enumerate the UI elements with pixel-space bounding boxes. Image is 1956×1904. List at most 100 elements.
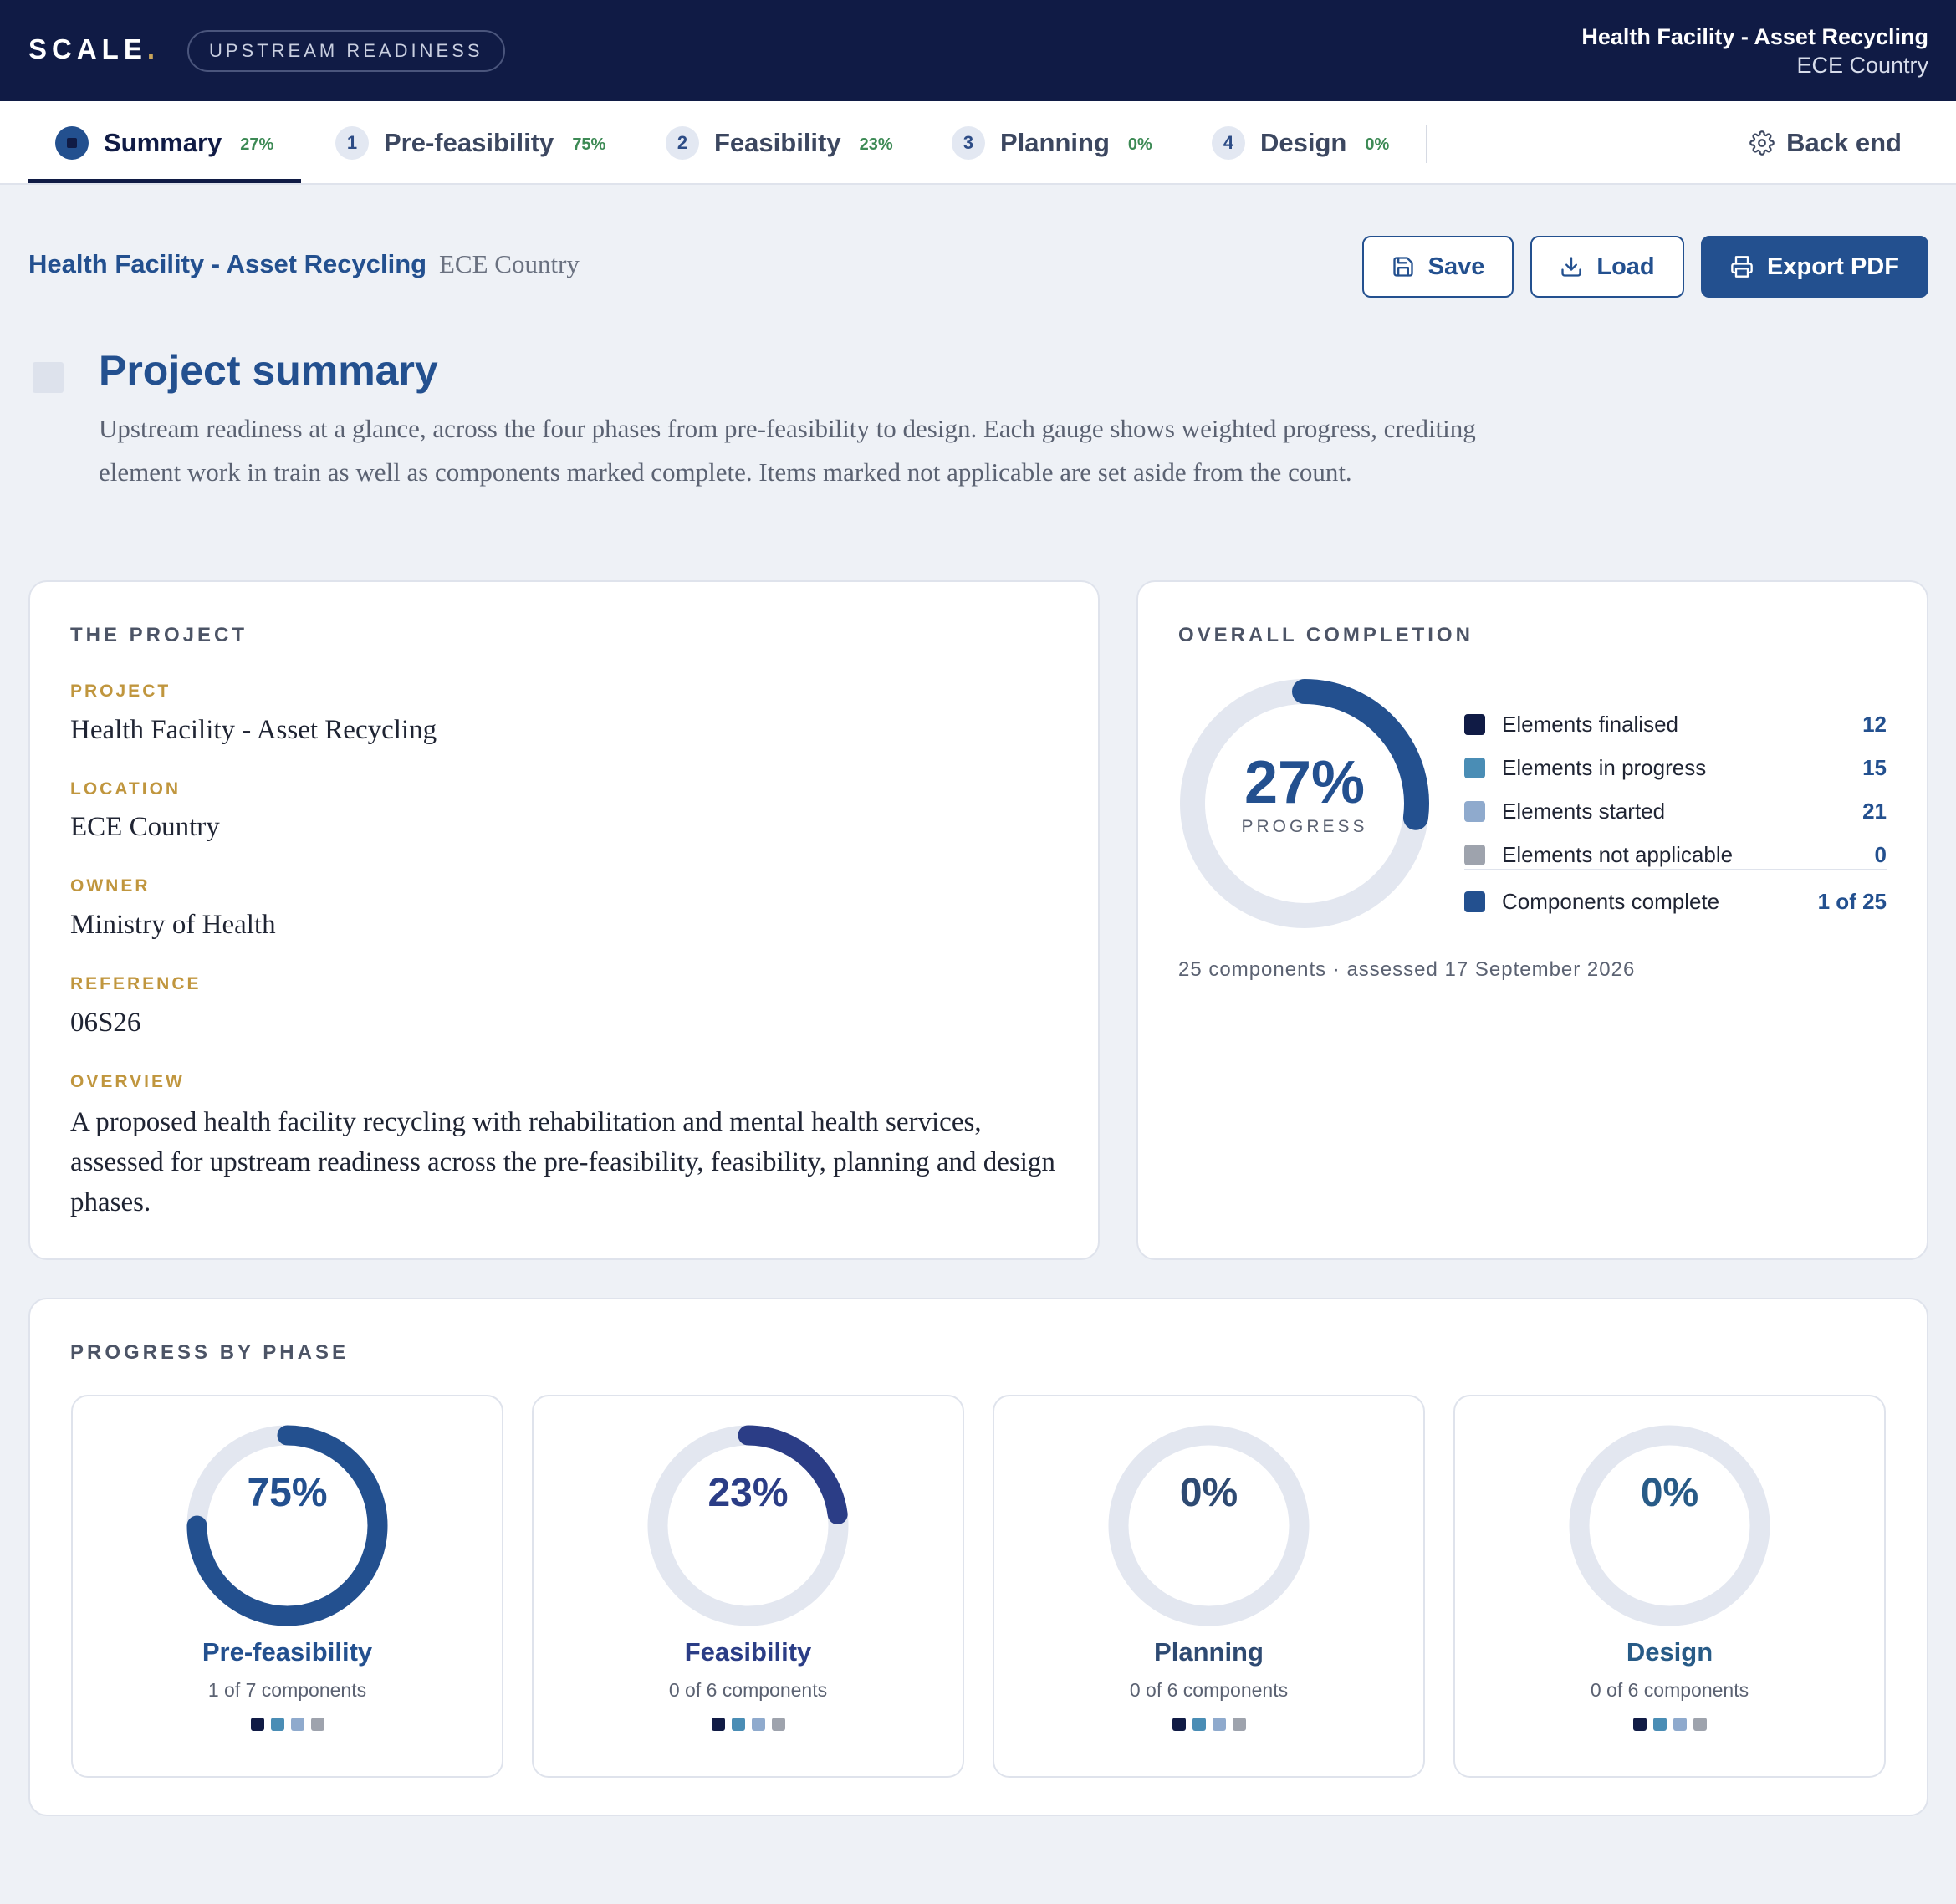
phase-progress-ring (1569, 1425, 1770, 1626)
download-icon (1561, 257, 1582, 277)
tab-feasibility[interactable]: 2 Feasibility 23% (666, 101, 893, 185)
save-button[interactable]: Save (1362, 236, 1514, 298)
status-dot (1212, 1718, 1226, 1731)
field-value-reference: 06S26 (70, 1008, 141, 1038)
phase-progress-ring (647, 1425, 849, 1626)
phase-component-count: 1 of 7 components (207, 1679, 367, 1701)
status-dot (1652, 1718, 1667, 1731)
field-value-overview: A proposed health facility recycling wit… (70, 1107, 1055, 1217)
legend-swatch (1464, 713, 1485, 735)
status-dot (751, 1718, 765, 1731)
progress-label: PROGRESS (1241, 817, 1368, 836)
assessment-footnote: 25 components · assessed 17 September 20… (1178, 958, 1636, 981)
legend-label: Elements in progress (1502, 754, 1707, 780)
page-description: Upstream readiness at a glance, across t… (99, 414, 1476, 487)
logo[interactable]: SCALE. (28, 33, 156, 64)
phase-percent: 23% (707, 1471, 789, 1515)
legend-label: Components complete (1502, 888, 1720, 914)
status-dot (310, 1718, 324, 1731)
status-dot (711, 1718, 725, 1731)
phase-component-count: 0 of 6 components (1590, 1679, 1749, 1701)
phase-name: Planning (1154, 1637, 1264, 1667)
status-dot (1192, 1718, 1206, 1731)
card-title: OVERALL COMPLETION (1178, 624, 1473, 646)
field-label-reference: REFERENCE (70, 974, 202, 993)
printer-icon (1731, 256, 1753, 278)
phase-progress-ring (186, 1425, 388, 1626)
summary-icon (55, 126, 89, 160)
overall-percent: 27% (1244, 749, 1366, 816)
save-icon (1392, 257, 1413, 277)
status-dots (534, 1718, 963, 1731)
field-value-project: Health Facility - Asset Recycling (70, 715, 437, 745)
phase-progress-ring (1108, 1425, 1310, 1626)
back-end-link[interactable]: Back end (1749, 101, 1902, 185)
field-label-location: LOCATION (70, 779, 181, 799)
card-title: PROGRESS BY PHASE (70, 1341, 349, 1364)
status-dots (994, 1718, 1423, 1731)
ring-progress-arc (738, 1425, 848, 1524)
step-number: 4 (1212, 126, 1245, 160)
status-dot (1232, 1718, 1246, 1731)
tab-percent: 75% (572, 135, 606, 154)
phase-component-count: 0 of 6 components (668, 1679, 828, 1701)
field-label-overview: OVERVIEW (70, 1072, 185, 1091)
status-dot (771, 1718, 785, 1731)
step-number: 3 (952, 126, 985, 160)
tab-pre-feasibility[interactable]: 1 Pre-feasibility 75% (335, 101, 605, 185)
legend-value: 1 of 25 (1817, 888, 1887, 914)
legend-value: 0 (1874, 841, 1887, 867)
step-number: 2 (666, 126, 699, 160)
field-value-owner: Ministry of Health (70, 910, 276, 940)
tab-label: Planning (1000, 128, 1110, 157)
tab-planning[interactable]: 3 Planning 0% (952, 101, 1152, 185)
header-project-title: Health Facility - Asset Recycling (1581, 24, 1928, 49)
tab-label: Summary (104, 128, 222, 157)
status-dots (1455, 1718, 1884, 1731)
legend-value: 15 (1862, 754, 1887, 780)
field-value-location: ECE Country (70, 812, 220, 842)
legend-elements-not-applicable: Elements not applicable 0 (1464, 838, 1887, 871)
project-header: Health Facility - Asset Recycling ECE Co… (1581, 23, 1928, 79)
phase-card-feasibility[interactable]: 23% Feasibility 0 of 6 components (532, 1395, 964, 1778)
phase-name: Design (1626, 1637, 1713, 1667)
overall-completion-card: OVERALL COMPLETION 27% PROGRESS Elements… (1136, 580, 1928, 1260)
legend-elements-finalised: Elements finalised 12 (1464, 707, 1887, 741)
tab-divider (1426, 125, 1427, 163)
legend-label: Elements not applicable (1502, 841, 1734, 867)
project-country: ECE Country (439, 249, 580, 278)
phase-name: Feasibility (684, 1637, 812, 1667)
tab-percent: 27% (240, 135, 274, 154)
export-pdf-button[interactable]: Export PDF (1701, 236, 1928, 298)
header-project-country: ECE Country (1796, 53, 1928, 78)
load-button[interactable]: Load (1530, 236, 1684, 298)
gear-icon (1749, 130, 1775, 156)
back-end-label: Back end (1786, 128, 1902, 157)
active-tab-indicator (28, 179, 301, 183)
overall-gauge-center: 27% PROGRESS (1178, 748, 1431, 837)
tab-bar: Summary 27% 1 Pre-feasibility 75% 2 Feas… (0, 101, 1956, 185)
phase-card-design[interactable]: 0% Design 0 of 6 components (1453, 1395, 1886, 1778)
legend-value: 21 (1862, 798, 1887, 824)
status-dot (1693, 1718, 1707, 1731)
phase-card-planning[interactable]: 0% Planning 0 of 6 components (993, 1395, 1425, 1778)
tab-summary[interactable]: Summary 27% (55, 101, 273, 185)
app-badge: UPSTREAM READINESS (187, 30, 505, 72)
ring-progress-arc (186, 1425, 388, 1626)
ring-track (1569, 1425, 1770, 1626)
legend-swatch (1464, 800, 1485, 822)
field-label-project: PROJECT (70, 681, 171, 701)
phase-card-pre-feasibility[interactable]: 75% Pre-feasibility 1 of 7 components (71, 1395, 503, 1778)
tab-design[interactable]: 4 Design 0% (1212, 101, 1389, 185)
ring-track (1108, 1425, 1310, 1626)
status-dot (1172, 1718, 1186, 1731)
legend-swatch (1464, 891, 1485, 912)
status-dot (250, 1718, 264, 1731)
project-card: THE PROJECT PROJECT Health Facility - As… (28, 580, 1100, 1260)
phase-percent: 0% (1179, 1471, 1238, 1515)
phase-percent: 75% (247, 1471, 328, 1515)
tab-percent: 0% (1127, 135, 1152, 154)
project-breadcrumb[interactable]: Health Facility - Asset Recycling (28, 249, 427, 278)
legend-label: Elements started (1502, 798, 1666, 824)
status-dots (73, 1718, 502, 1731)
